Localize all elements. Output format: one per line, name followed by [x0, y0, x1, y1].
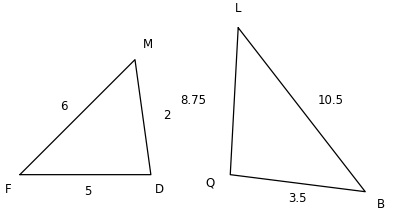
Text: D: D [155, 183, 164, 196]
Text: 6: 6 [60, 100, 67, 113]
Text: 3.5: 3.5 [289, 192, 307, 205]
Text: 8.75: 8.75 [181, 94, 206, 107]
Text: 2: 2 [163, 108, 170, 122]
Text: 5: 5 [84, 185, 91, 198]
Text: F: F [5, 183, 12, 196]
Text: Q: Q [205, 177, 214, 190]
Text: L: L [235, 2, 241, 15]
Text: B: B [377, 198, 385, 211]
Text: M: M [143, 38, 153, 51]
Text: 10.5: 10.5 [318, 94, 343, 107]
